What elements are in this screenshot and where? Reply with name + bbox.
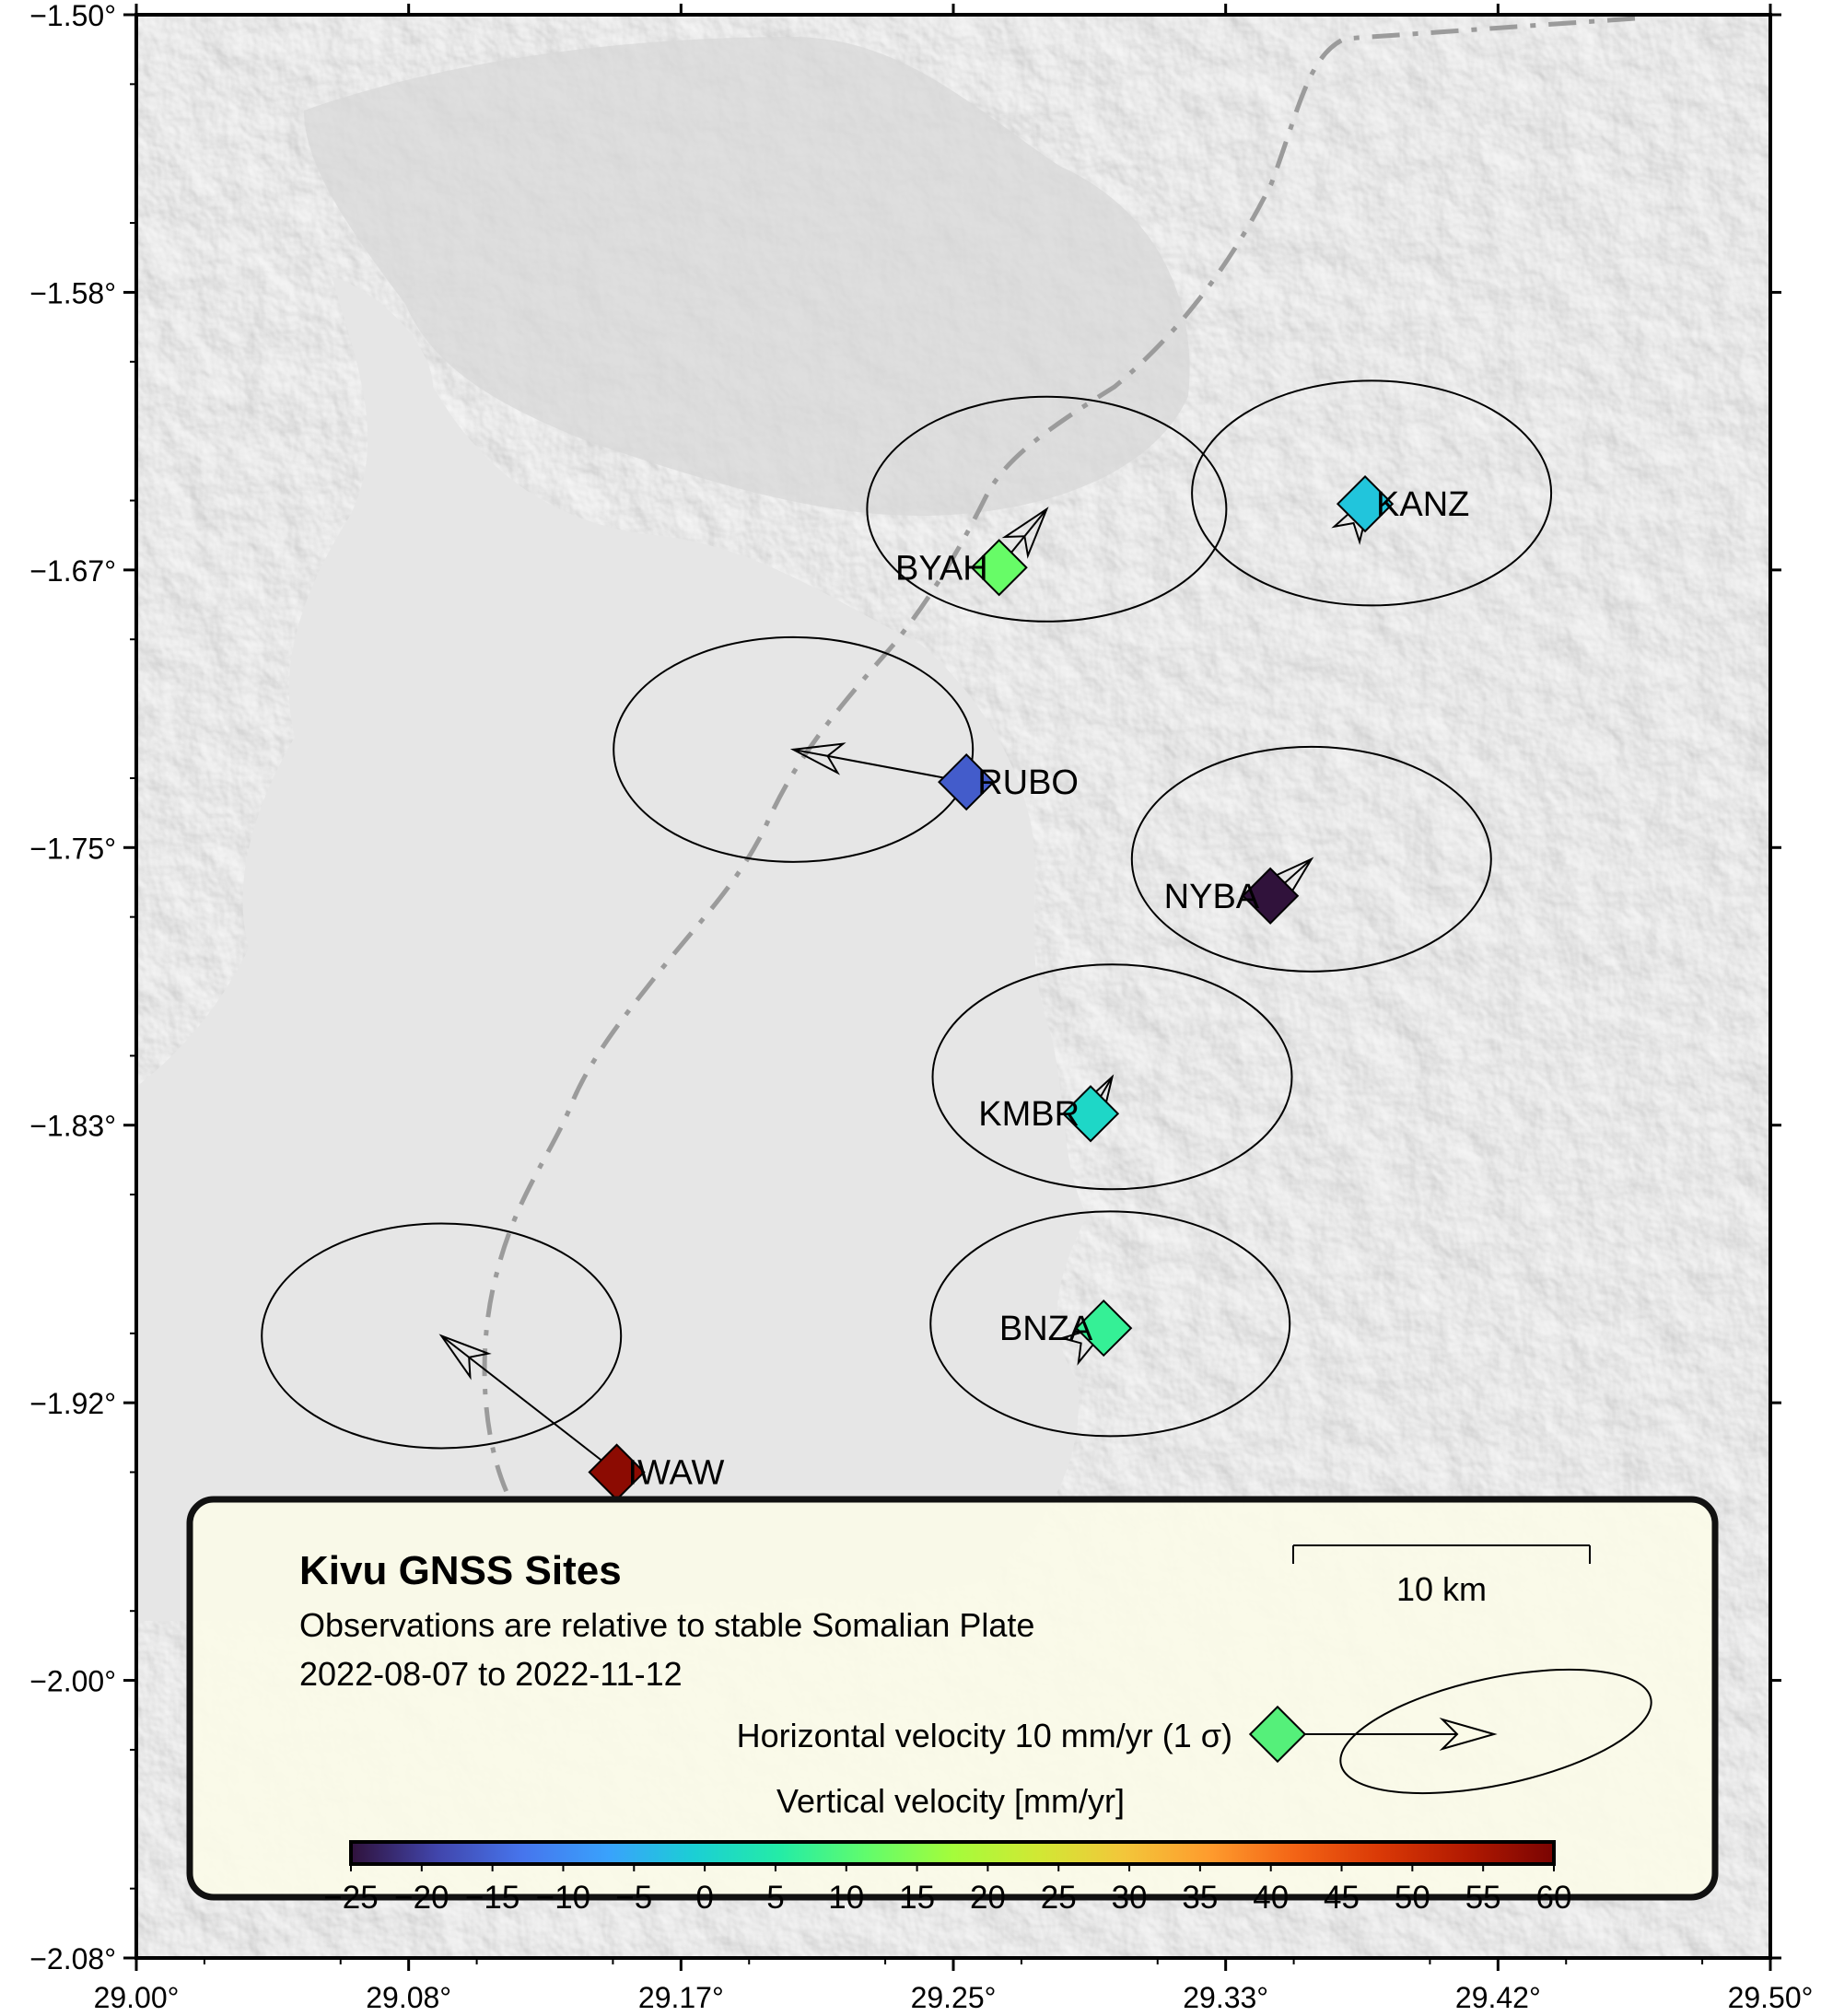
velocity-arrow bbox=[440, 1334, 618, 1474]
vertical-velocity-label: Vertical velocity [mm/yr] bbox=[776, 1782, 1125, 1820]
y-tick-label: −1.83° bbox=[29, 1110, 116, 1143]
velocity-arrowhead bbox=[438, 1334, 492, 1381]
error-ellipse bbox=[261, 1222, 623, 1450]
y-tick-label: −2.08° bbox=[29, 1942, 116, 1975]
colorbar-tick-label: −15 bbox=[465, 1880, 519, 1916]
site-label: BYAH bbox=[895, 549, 988, 588]
colorbar-tick-label: −10 bbox=[536, 1880, 590, 1916]
colorbar-tick-label: 20 bbox=[970, 1880, 1006, 1916]
error-ellipse bbox=[931, 963, 1293, 1191]
x-tick-label: 29.33° bbox=[1183, 1981, 1268, 2014]
error-ellipse bbox=[929, 1210, 1291, 1438]
error-ellipse bbox=[613, 635, 975, 863]
site-nyba[interactable]: NYBA bbox=[1130, 745, 1492, 973]
scale-bar-label: 10 km bbox=[1396, 1570, 1487, 1608]
legend-dates: 2022-08-07 to 2022-11-12 bbox=[299, 1655, 683, 1693]
y-tick-label: −2.00° bbox=[29, 1665, 116, 1698]
colorbar-tick-label: −20 bbox=[394, 1880, 449, 1916]
basemap bbox=[136, 15, 1770, 1958]
volcanic-plain bbox=[304, 37, 1190, 516]
scale-bar: 10 km bbox=[1292, 1544, 1591, 1608]
colorbar-tick-label: 45 bbox=[1324, 1880, 1360, 1916]
colorbar-tick-label: 0 bbox=[695, 1880, 713, 1916]
border-line bbox=[482, 16, 1636, 1493]
colorbar-tick-label: −5 bbox=[615, 1880, 652, 1916]
site-byah[interactable]: BYAH bbox=[866, 395, 1228, 623]
x-tick-label: 29.00° bbox=[94, 1981, 180, 2014]
colorbar-tick-label: 5 bbox=[766, 1880, 784, 1916]
site-label: KANZ bbox=[1376, 485, 1469, 524]
legend-arrowhead bbox=[1439, 1717, 1498, 1752]
legend-background bbox=[186, 1496, 1719, 1901]
y-tick-label: −1.50° bbox=[29, 0, 116, 32]
horizontal-velocity-label: Horizontal velocity 10 mm/yr (1 σ) bbox=[737, 1717, 1232, 1754]
axis-ticks: 29.00° 29.08° 29.17° 29.25° 29.33° 29.42° 29.5… bbox=[29, 0, 1813, 2014]
x-tick-label: 29.42° bbox=[1455, 1981, 1541, 2014]
error-ellipse bbox=[1191, 379, 1553, 607]
velocity-arrowhead bbox=[1058, 1322, 1114, 1366]
site-bnza[interactable]: BNZA bbox=[929, 1210, 1291, 1438]
error-ellipse bbox=[1130, 745, 1492, 973]
colorbar-tick-label: −25 bbox=[323, 1880, 378, 1916]
site-diamond[interactable] bbox=[1075, 1299, 1133, 1358]
velocity-arrowhead bbox=[789, 742, 846, 775]
colorbar-tick-label: 50 bbox=[1395, 1880, 1430, 1916]
site-kmbr[interactable]: KMBR bbox=[931, 963, 1293, 1191]
legend-site-diamond bbox=[1248, 1705, 1307, 1764]
y-tick-label: −1.67° bbox=[29, 554, 116, 588]
y-tick-label: −1.58° bbox=[29, 276, 116, 309]
site-label: RUBO bbox=[977, 763, 1079, 802]
colorbar-tick-label: 10 bbox=[828, 1880, 864, 1916]
legend-subtitle: Observations are relative to stable Soma… bbox=[299, 1606, 1034, 1644]
colorbar bbox=[349, 1840, 1556, 1866]
lake-kivu bbox=[136, 276, 1087, 1621]
site-label: KMBR bbox=[978, 1095, 1080, 1134]
site-diamond[interactable] bbox=[1242, 867, 1300, 925]
colorbar-tick-label: 40 bbox=[1253, 1880, 1289, 1916]
error-ellipse bbox=[866, 395, 1228, 623]
site-label: NYBA bbox=[1164, 878, 1260, 916]
legend-box: Kivu GNSS Sites Observations are relativ… bbox=[186, 1496, 1719, 1916]
site-kanz[interactable]: KANZ bbox=[1191, 379, 1553, 607]
site-diamond[interactable] bbox=[588, 1443, 646, 1501]
velocity-arrowhead bbox=[1001, 507, 1049, 559]
colorbar-tick-label: 35 bbox=[1182, 1880, 1218, 1916]
site-label: BNZA bbox=[999, 1310, 1093, 1348]
x-tick-label: 29.08° bbox=[366, 1981, 451, 2014]
site-iwaw[interactable]: IWAW bbox=[261, 1222, 725, 1501]
colorbar-tick-label: 30 bbox=[1112, 1880, 1148, 1916]
y-tick-label: −1.92° bbox=[29, 1387, 116, 1420]
colorbar-tick-label: 60 bbox=[1536, 1880, 1572, 1916]
colorbar-tick-label: 15 bbox=[899, 1880, 935, 1916]
x-tick-label: 29.50° bbox=[1728, 1981, 1814, 2014]
site-diamond[interactable] bbox=[938, 752, 996, 811]
legend-title: Kivu GNSS Sites bbox=[299, 1548, 622, 1593]
site-diamond[interactable] bbox=[1336, 475, 1395, 533]
site-diamond[interactable] bbox=[970, 539, 1028, 597]
x-tick-label: 29.25° bbox=[911, 1981, 997, 2014]
sites-layer: BYAH KANZ RUBO NYBA KMBR BNZA IWAW bbox=[261, 379, 1553, 1501]
legend-error-ellipse bbox=[1339, 1668, 1652, 1795]
colorbar-tick-label: 25 bbox=[1041, 1880, 1077, 1916]
site-label: IWAW bbox=[628, 1454, 725, 1493]
velocity-arrow bbox=[793, 748, 967, 784]
site-rubo[interactable]: RUBO bbox=[613, 635, 1079, 863]
site-diamond[interactable] bbox=[1061, 1085, 1120, 1143]
colorbar-labels: −25 −20 −15 −10 −5 0 5 10 15 20 25 30 35 40 45 50 55 60 bbox=[323, 1864, 1571, 1916]
x-tick-label: 29.17° bbox=[638, 1981, 724, 2014]
colorbar-tick-label: 55 bbox=[1465, 1880, 1501, 1916]
y-tick-label: −1.75° bbox=[29, 832, 116, 865]
